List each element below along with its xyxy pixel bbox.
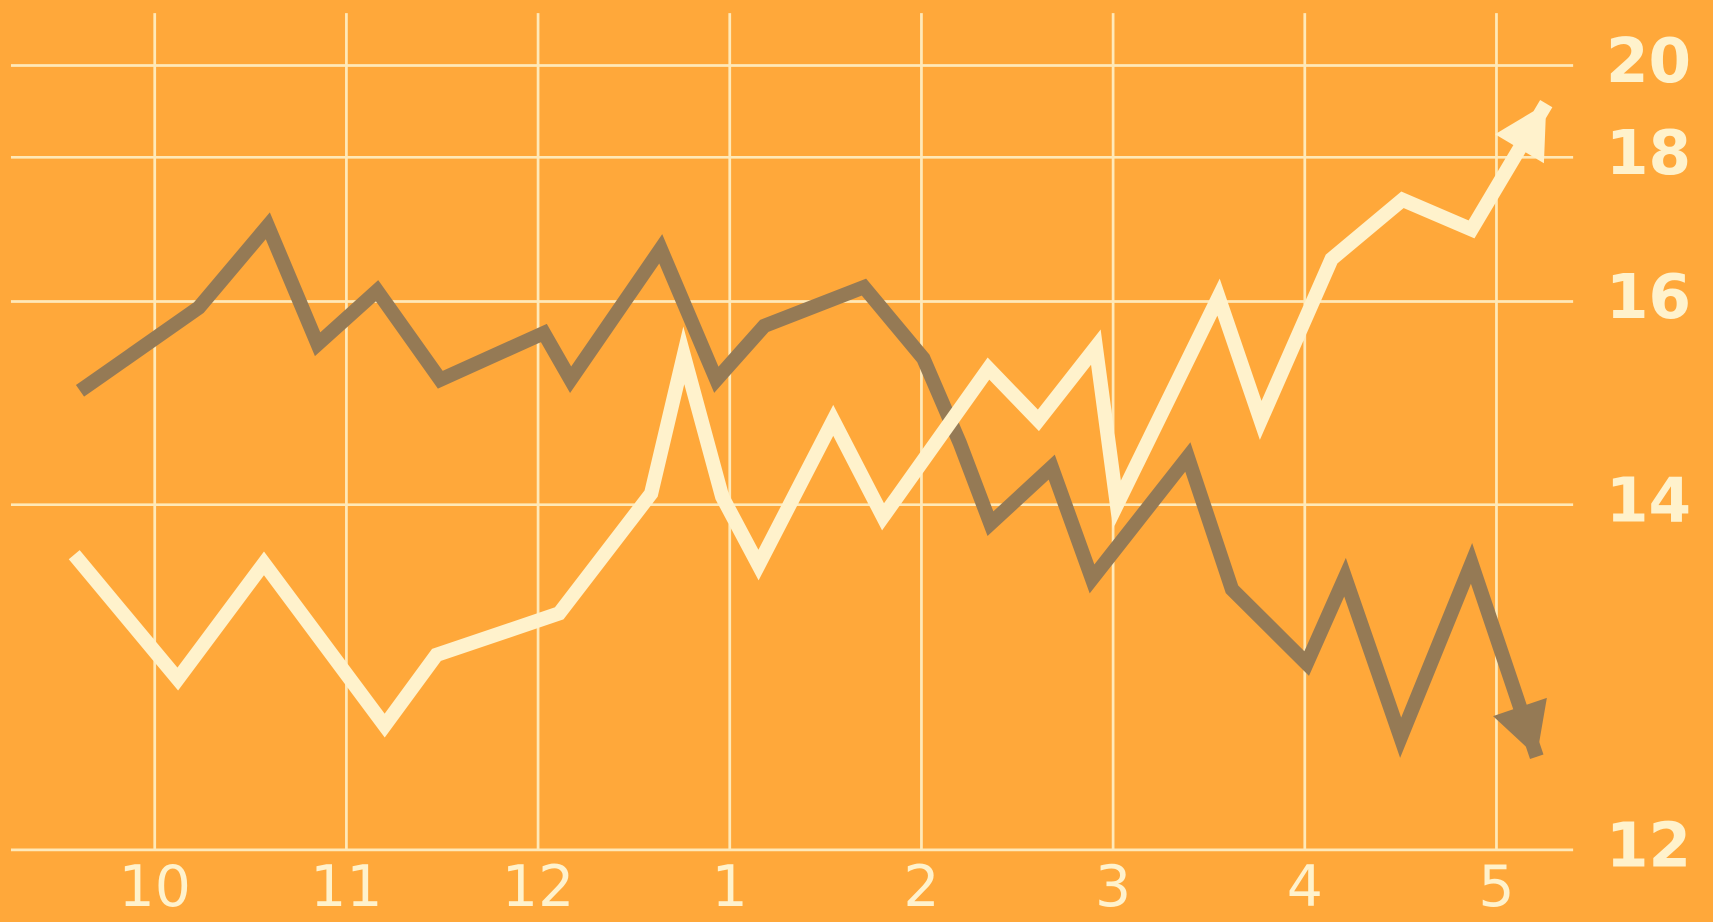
x-tick-label: 10	[119, 854, 191, 920]
arrowhead	[1495, 103, 1547, 164]
y-tick-label: 14	[1606, 465, 1691, 536]
x-tick-label: 4	[1287, 854, 1323, 920]
x-tick-label: 12	[502, 854, 574, 920]
x-tick-label: 3	[1095, 854, 1131, 920]
y-tick-label: 16	[1606, 262, 1691, 333]
x-tick-label: 2	[903, 854, 939, 920]
arrowhead	[1493, 697, 1547, 757]
x-tick-label: 5	[1478, 854, 1514, 920]
y-tick-label: 20	[1606, 26, 1691, 97]
x-tick-label: 1	[712, 854, 748, 920]
y-tick-label: 12	[1606, 810, 1691, 881]
x-tick-label: 11	[310, 854, 382, 920]
y-tick-label: 18	[1606, 118, 1691, 189]
line-series	[75, 212, 1544, 759]
line-series	[68, 100, 1553, 738]
